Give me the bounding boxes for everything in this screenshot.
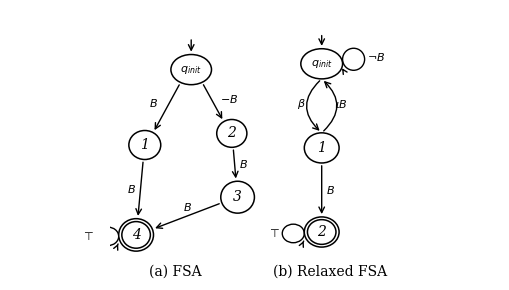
Text: $B$: $B$: [127, 183, 135, 195]
Text: 1: 1: [317, 141, 325, 155]
Ellipse shape: [129, 130, 160, 160]
Ellipse shape: [171, 55, 211, 85]
Text: $q_{init}$: $q_{init}$: [180, 64, 202, 76]
Text: 3: 3: [233, 190, 242, 204]
Text: $\top$: $\top$: [81, 231, 94, 242]
Text: (a) FSA: (a) FSA: [149, 264, 201, 278]
Text: $\top$: $\top$: [267, 228, 279, 239]
Text: $\neg B$: $\neg B$: [366, 51, 384, 63]
Ellipse shape: [304, 133, 338, 163]
Ellipse shape: [119, 219, 153, 251]
Ellipse shape: [220, 181, 254, 213]
Text: $-B$: $-B$: [219, 93, 238, 105]
Text: $B$: $B$: [149, 97, 158, 109]
Ellipse shape: [300, 49, 342, 79]
Text: 2: 2: [317, 225, 325, 239]
Text: $B$: $B$: [325, 184, 334, 196]
Text: 2: 2: [227, 126, 236, 140]
Text: 4: 4: [131, 228, 140, 242]
Text: $\beta$: $\beta$: [296, 97, 305, 111]
Ellipse shape: [216, 119, 246, 147]
Text: $B$: $B$: [182, 201, 191, 213]
Ellipse shape: [304, 217, 338, 247]
Text: 1: 1: [140, 138, 149, 152]
Text: $\iota B$: $\iota B$: [334, 98, 347, 110]
Text: $B$: $B$: [238, 158, 247, 170]
Text: $q_{init}$: $q_{init}$: [310, 58, 332, 70]
Text: (b) Relaxed FSA: (b) Relaxed FSA: [273, 264, 387, 278]
